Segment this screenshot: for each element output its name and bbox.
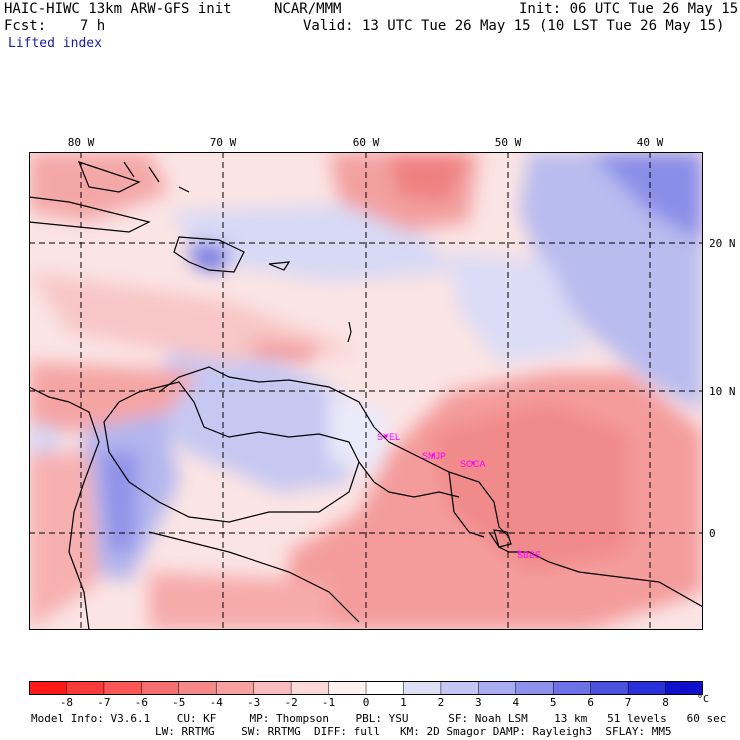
lon-label-60w: 60 W <box>352 136 380 149</box>
station-syel: SYEL <box>377 432 400 442</box>
colorbar-cell <box>253 681 292 695</box>
colorbar-tick-label: -1 <box>321 696 336 709</box>
lon-label-80w: 80 W <box>67 136 95 149</box>
colorbar-cell <box>103 681 143 695</box>
colorbar-tick-label: 5 <box>549 696 557 709</box>
map-frame <box>29 152 703 630</box>
colorbar-cell <box>178 681 217 695</box>
colorbar-cell <box>590 681 629 695</box>
station-labels: SYEL SMJP SOCA SBBE <box>377 432 541 560</box>
colorbar-tick-label: 0 <box>362 696 370 709</box>
colorbar-tick-label: 7 <box>624 696 632 709</box>
colorbar-tick-label: -3 <box>247 696 261 709</box>
colorbar-tick-label: 1 <box>400 696 407 709</box>
colorbar-tick-label: 4 <box>512 696 520 709</box>
colorbar-cell <box>665 681 703 695</box>
init-time: Init: 06 UTC Tue 26 May 15 <box>519 1 739 17</box>
colorbar-tick-label: -8 <box>59 696 74 709</box>
model-info-line2: LW: RRTMG SW: RRTMG DIFF: full KM: 2D Sm… <box>155 725 672 738</box>
colorbar-cell <box>328 681 367 695</box>
station-markers <box>384 434 521 554</box>
colorbar-cell <box>29 681 68 695</box>
lon-label-70w: 70 W <box>209 136 237 149</box>
colorbar-cell <box>365 681 405 695</box>
model-title: HAIC-HIWC 13km ARW-GFS init <box>4 1 232 17</box>
lat-label-10n: 10 N <box>709 385 736 398</box>
colorbar-tick-label: -7 <box>97 696 111 709</box>
colorbar-cell <box>627 681 667 695</box>
coastlines <box>29 161 703 630</box>
colorbar-tick-label: -6 <box>134 696 148 709</box>
station-smjp: SMJP <box>422 451 446 461</box>
colorbar-cell <box>290 681 330 695</box>
colorbar-tick-label: 2 <box>437 696 445 709</box>
colorbar-cell <box>403 681 442 695</box>
colorbar-cell <box>552 681 592 695</box>
colorbar-cell <box>440 681 480 695</box>
lon-label-40w: 40 W <box>636 136 664 149</box>
lat-label-0: 0 <box>709 527 716 540</box>
forecast-hour: Fcst: 7 h <box>4 18 106 34</box>
lat-label-20n: 20 N <box>709 237 736 250</box>
colorbar-tick-label: -2 <box>284 696 298 709</box>
colorbar-unit: °C <box>697 694 710 705</box>
station-soca: SOCA <box>460 459 486 469</box>
institution-label: NCAR/MMM <box>274 1 342 17</box>
colorbar-tick-label: -4 <box>209 696 223 709</box>
colorbar-cell <box>215 681 255 695</box>
colorbar <box>29 681 703 695</box>
colorbar-cell <box>141 681 180 695</box>
colorbar-cell <box>478 681 517 695</box>
colorbar-cell <box>66 681 105 695</box>
colorbar-tick-label: 6 <box>587 696 594 709</box>
lon-label-50w: 50 W <box>494 136 522 149</box>
lifted-index-map: SYEL SMJP SOCA SBBE <box>29 152 703 630</box>
field-name: Lifted index <box>8 36 102 51</box>
station-sbbe: SBBE <box>517 550 541 560</box>
valid-time: Valid: 13 UTC Tue 26 May 15 (10 LST Tue … <box>303 18 725 34</box>
colorbar-cell <box>515 681 554 695</box>
colorbar-tick-label: -5 <box>172 696 186 709</box>
colorbar-tick-label: 8 <box>662 696 669 709</box>
model-info-line1: Model Info: V3.6.1 CU: KF MP: Thompson P… <box>31 712 727 725</box>
colorbar-tick-label: 3 <box>475 696 482 709</box>
